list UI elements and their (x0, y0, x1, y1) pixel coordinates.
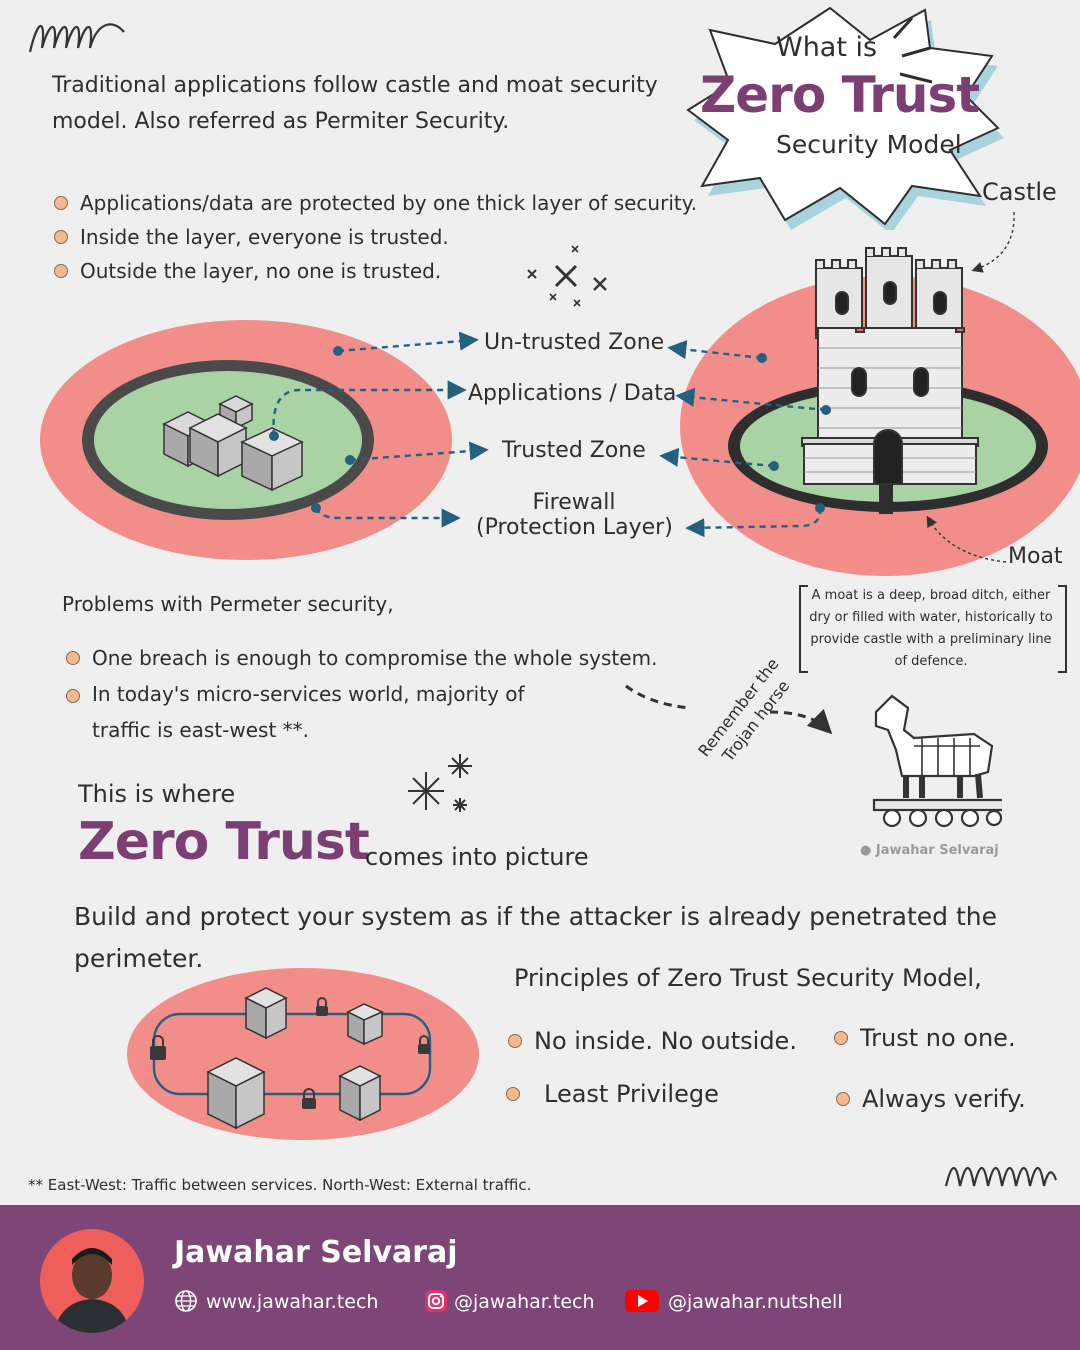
sparkle-decoration (408, 754, 472, 812)
problems-title: Problems with Permeter security, (62, 592, 394, 616)
instagram-icon (425, 1290, 447, 1312)
cross-marks-decoration (527, 245, 607, 307)
castle-icon (801, 247, 979, 485)
this-is-where-text: This is where (78, 780, 236, 808)
bullet-icon (834, 1031, 848, 1045)
moat-note-brackets (799, 585, 1067, 673)
title-security-model: Security Model (776, 130, 962, 159)
untrusted-zone-label: Un-trusted Zone (484, 330, 665, 355)
scribble-decoration (28, 23, 125, 53)
list-item: Outside the layer, no one is trusted. (54, 254, 734, 288)
youtube-icon (625, 1290, 659, 1312)
service-cubes-icon (206, 987, 384, 1130)
trojan-arrow-tail (625, 684, 691, 710)
connector-arrows (269, 211, 1015, 735)
author-name: Jawahar Selvaraj (174, 1235, 458, 1270)
bullet-icon (66, 651, 80, 665)
moat-label: Moat (1008, 544, 1063, 569)
bullet-icon (836, 1092, 850, 1106)
moat-note: A moat is a deep, broad ditch, either dr… (809, 588, 1053, 669)
zero-trust-diagram (127, 968, 479, 1140)
bullet-icon (66, 689, 80, 703)
lock-icons (150, 997, 430, 1109)
bullet-icon (508, 1034, 522, 1048)
comes-into-picture-text: comes into picture (365, 843, 589, 871)
bullet-icon (54, 196, 68, 210)
zigzag-decoration (944, 1166, 1058, 1187)
castle-moat-diagram (680, 247, 1080, 576)
intro-text: Traditional applications follow castle a… (52, 73, 658, 134)
problems-list: One breach is enough to compromise the w… (66, 640, 666, 748)
apps-data-label: Applications / Data (468, 381, 677, 406)
firewall-label: Firewall (Protection Layer) (476, 490, 673, 540)
title-zero-trust: Zero Trust (700, 66, 980, 124)
castle-label: Castle (982, 178, 1057, 206)
infographic-canvas: What is Zero Trust Security Model Tradit… (28, 6, 1080, 1194)
principle-item: No inside. No outside. (508, 1027, 797, 1055)
perimeter-bullets: Applications/data are protected by one t… (54, 186, 734, 288)
principles-title: Principles of Zero Trust Security Model, (514, 964, 982, 992)
trusted-zone-label: Trusted Zone (502, 438, 646, 463)
person-icon (54, 1248, 130, 1333)
principle-item: Trust no one. (834, 1024, 1016, 1052)
website-link[interactable]: www.jawahar.tech (206, 1291, 379, 1313)
arrow-moat-label (926, 515, 1007, 563)
zero-trust-heading: Zero Trust (78, 812, 370, 872)
principle-item: Least Privilege (506, 1080, 719, 1108)
arrow-untrusted-left (337, 331, 479, 353)
list-item: Applications/data are protected by one t… (54, 186, 734, 220)
list-item: Inside the layer, everyone is trusted. (54, 220, 734, 254)
list-item: In today's micro-services world, majorit… (66, 676, 666, 748)
bullet-icon (506, 1087, 520, 1101)
arrow-trusted-left (349, 441, 489, 462)
bullet-icon (54, 230, 68, 244)
watermark: ● Jawahar Selvaraj (860, 843, 999, 858)
title-starburst (686, 6, 1004, 230)
arrow-castle-label (971, 211, 1015, 273)
globe-icon (175, 1290, 197, 1312)
perimeter-diagram (40, 320, 452, 560)
principle-item: Always verify. (836, 1085, 1026, 1113)
data-cubes-icon (162, 395, 304, 492)
footer: Jawahar Selvaraj www.jawahar.tech @jawah… (0, 1205, 1080, 1350)
bullet-icon (54, 264, 68, 278)
build-statement: Build and protect your system as if the … (74, 902, 998, 973)
youtube-link[interactable]: @jawahar.nutshell (668, 1291, 843, 1313)
arrow-firewall-left (314, 507, 461, 528)
list-item: One breach is enough to compromise the w… (66, 640, 666, 676)
arrow-firewall-right (685, 507, 822, 538)
avatar (40, 1229, 144, 1333)
instagram-link[interactable]: @jawahar.tech (454, 1291, 595, 1313)
trojan-horse-icon (872, 694, 1002, 828)
arrow-apps-left (272, 380, 467, 437)
footnote: ** East-West: Traffic between services. … (28, 1176, 532, 1194)
arrow-trusted-right (659, 447, 775, 468)
arrow-untrusted-right (667, 340, 763, 360)
title-what-is: What is (776, 32, 878, 63)
arrow-apps-right (675, 387, 827, 412)
trojan-arrow-head (769, 708, 833, 735)
